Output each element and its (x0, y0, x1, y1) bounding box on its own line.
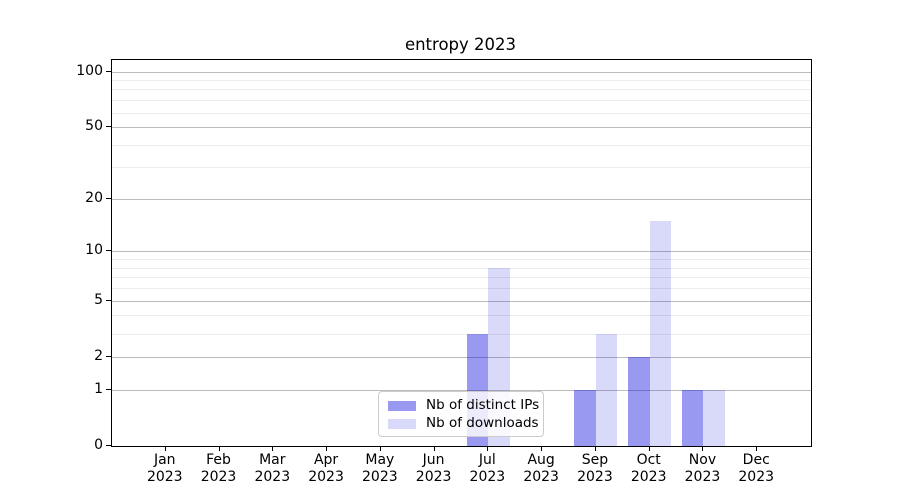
chart-title: entropy 2023 (404, 35, 517, 54)
legend-swatch-distinct-ips (388, 400, 416, 411)
x-axis-tick-label: Mar 2023 (242, 452, 302, 486)
x-tick-mark (541, 446, 543, 451)
minor-gridline (112, 100, 811, 102)
y-tick-mark (106, 250, 111, 252)
x-tick-mark (756, 446, 758, 451)
y-axis-tick-label: 5 (94, 291, 103, 308)
minor-gridline (112, 288, 811, 290)
bar-downloads-sep (595, 333, 618, 446)
legend-item: Nb of downloads (388, 416, 539, 431)
x-tick-year: 2023 (684, 469, 721, 485)
x-tick-year: 2023 (469, 469, 506, 485)
bar-distinct-ips-oct (628, 356, 650, 446)
x-tick-year: 2023 (362, 469, 398, 485)
x-tick-mark (648, 446, 650, 451)
minor-gridline (112, 277, 811, 279)
x-tick-mark (487, 446, 489, 451)
x-axis-tick-label: Jan 2023 (135, 452, 195, 486)
x-tick-year: 2023 (415, 469, 452, 485)
y-tick-mark (106, 198, 111, 199)
y-axis-tick-label: 1 (94, 380, 103, 397)
x-axis-tick-label: Apr 2023 (296, 452, 356, 486)
x-tick-month: May (365, 452, 395, 468)
x-tick-month: Oct (636, 452, 661, 468)
x-axis-tick-label: Aug 2023 (511, 452, 571, 486)
major-gridline (112, 300, 811, 302)
x-tick-month: Jul (478, 452, 496, 468)
x-tick-month: Jun (422, 452, 445, 468)
minor-gridline (112, 167, 811, 169)
x-tick-month: Mar (259, 452, 286, 468)
x-tick-mark (702, 446, 704, 451)
x-tick-mark (594, 446, 596, 451)
y-axis-tick-label: 20 (85, 190, 103, 206)
x-tick-mark (164, 446, 166, 451)
minor-gridline (112, 333, 811, 335)
minor-gridline (112, 267, 811, 269)
plot-area (111, 59, 812, 447)
y-tick-mark (106, 445, 111, 446)
legend-item: Nb of distinct IPs (388, 398, 539, 413)
y-axis-tick-label: 10 (85, 242, 103, 259)
x-tick-mark (272, 446, 274, 451)
minor-gridline (112, 315, 811, 317)
legend: Nb of distinct IPs Nb of downloads (378, 391, 544, 437)
x-tick-month: Dec (742, 452, 770, 468)
x-tick-year: 2023 (146, 469, 183, 485)
major-gridline (112, 127, 811, 129)
x-tick-month: Nov (688, 452, 717, 468)
minor-gridline (112, 144, 811, 146)
x-tick-year: 2023 (254, 469, 291, 485)
y-tick-mark (106, 126, 111, 128)
x-tick-mark (379, 446, 381, 451)
x-axis-tick-label: Nov 2023 (672, 452, 732, 486)
x-axis-tick-label: Dec 2023 (726, 452, 786, 486)
x-tick-month: Apr (313, 452, 339, 468)
y-tick-mark (106, 70, 111, 72)
major-gridline (112, 71, 811, 73)
x-axis-tick-label: Jul 2023 (457, 452, 517, 486)
x-tick-year: 2023 (630, 469, 667, 485)
x-axis-tick-label: Feb 2023 (189, 452, 249, 486)
legend-label: Nb of downloads (426, 415, 539, 431)
minor-gridline (112, 89, 811, 91)
x-tick-month: Jan (153, 452, 176, 468)
y-tick-mark (106, 355, 111, 357)
x-axis-tick-label: Oct 2023 (619, 452, 679, 486)
bar-downloads-nov (703, 389, 725, 446)
x-tick-month: Sep (581, 452, 609, 468)
x-tick-month: Feb (206, 452, 231, 468)
major-gridline (112, 251, 811, 253)
x-tick-year: 2023 (523, 469, 559, 485)
major-gridline (112, 389, 811, 391)
y-axis-tick-label: 100 (76, 62, 103, 79)
y-tick-mark (106, 388, 111, 390)
legend-label: Nb of distinct IPs (426, 397, 540, 413)
x-axis-tick-label: Jun 2023 (404, 452, 464, 486)
y-axis-tick-label: 50 (85, 118, 103, 135)
major-gridline (112, 199, 811, 200)
y-tick-mark (106, 299, 111, 301)
x-tick-year: 2023 (308, 469, 344, 485)
y-axis-tick-label: 0 (94, 437, 103, 453)
minor-gridline (112, 259, 811, 261)
bar-downloads-oct (649, 221, 672, 446)
x-tick-year: 2023 (738, 469, 775, 485)
x-axis-tick-label: May 2023 (350, 452, 410, 486)
x-tick-year: 2023 (577, 469, 613, 485)
x-axis-tick-label: Sep 2023 (565, 452, 625, 486)
x-tick-mark (218, 446, 220, 451)
x-tick-month: Aug (527, 452, 555, 468)
y-axis-tick-label: 2 (94, 347, 103, 364)
x-tick-year: 2023 (200, 469, 237, 485)
legend-swatch-downloads (388, 418, 416, 429)
bar-distinct-ips-sep (574, 389, 596, 446)
x-tick-mark (326, 446, 328, 451)
minor-gridline (112, 80, 811, 82)
major-gridline (112, 356, 811, 358)
x-tick-mark (433, 446, 435, 451)
minor-gridline (112, 112, 811, 114)
bar-distinct-ips-nov (681, 389, 704, 446)
